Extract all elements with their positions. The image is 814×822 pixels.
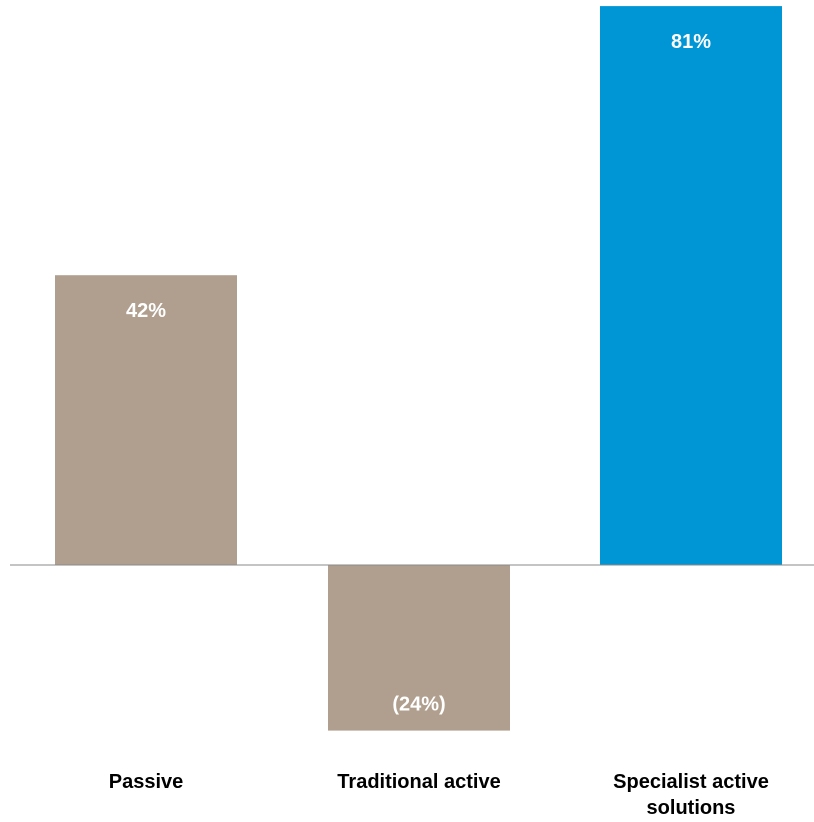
bar-1	[328, 565, 510, 731]
category-label-1: Traditional active	[337, 771, 500, 793]
value-label-0: 42%	[126, 300, 166, 322]
category-label-2: Specialist active solutions	[613, 771, 769, 819]
bar-2	[600, 6, 782, 566]
bar-0	[55, 275, 237, 565]
category-label-0: Passive	[109, 771, 184, 793]
value-label-2: 81%	[671, 31, 711, 53]
value-label-1: (24%)	[392, 694, 445, 716]
